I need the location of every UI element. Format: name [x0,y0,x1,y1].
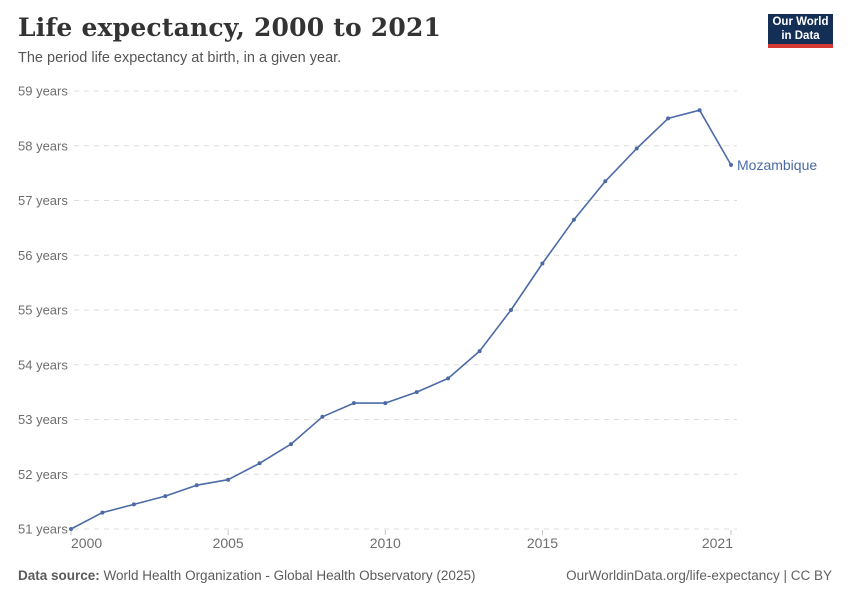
data-point-2005[interactable] [226,477,231,482]
entity-label-mozambique[interactable]: Mozambique [737,157,817,173]
data-point-2015[interactable] [540,261,545,266]
data-point-2013[interactable] [477,349,482,354]
data-point-2011[interactable] [414,390,419,395]
data-point-2003[interactable] [163,494,168,499]
owid-logo[interactable]: Our World in Data [768,14,833,48]
x-axis-label-2005: 2005 [213,535,244,551]
y-axis-label-54: 54 years [18,357,68,372]
x-axis-label-2010: 2010 [370,535,401,551]
y-axis-label-53: 53 years [18,412,68,427]
y-axis-label-51: 51 years [18,522,68,537]
data-point-2014[interactable] [509,308,513,312]
data-point-2020[interactable] [697,108,702,113]
owid-logo-line1: Our World [772,16,829,28]
y-axis-label-52: 52 years [18,467,68,482]
data-point-2006[interactable] [257,461,262,466]
data-point-2010[interactable] [383,401,388,406]
data-point-2000[interactable] [69,527,73,531]
x-axis-label-2015: 2015 [527,535,558,551]
owid-logo-line2: in Data [781,30,820,42]
series-line-mozambique[interactable] [70,109,732,530]
y-axis-label-57: 57 years [18,193,68,208]
data-point-2019[interactable] [666,116,671,121]
data-point-2016[interactable] [571,217,576,222]
data-source-label: Data source: [18,568,100,583]
data-source-text: World Health Organization - Global Healt… [99,568,476,583]
y-axis-label-56: 56 years [18,248,68,263]
data-point-2001[interactable] [100,510,105,515]
data-point-2018[interactable] [634,146,639,151]
x-axis-label-2021: 2021 [702,535,733,551]
data-point-2012[interactable] [446,376,451,381]
attribution-link[interactable]: OurWorldinData.org/life-expectancy | CC … [566,568,832,583]
chart-title: Life expectancy, 2000 to 2021 [18,13,442,42]
x-axis-label-2000: 2000 [71,535,102,551]
data-point-2017[interactable] [603,179,608,184]
chart-footer: Data source: World Health Organization -… [18,568,832,583]
data-point-2009[interactable] [351,401,356,406]
data-point-2004[interactable] [194,483,199,488]
data-point-2002[interactable] [131,502,136,507]
chart-subtitle: The period life expectancy at birth, in … [18,50,342,66]
data-point-2021[interactable] [729,162,733,167]
data-point-2008[interactable] [320,414,325,419]
data-point-2007[interactable] [289,442,293,447]
y-axis-label-59: 59 years [18,84,68,99]
data-source-note[interactable]: Data source: World Health Organization -… [18,568,475,583]
y-axis-label-58: 58 years [18,138,68,153]
y-axis-label-55: 55 years [18,303,68,318]
